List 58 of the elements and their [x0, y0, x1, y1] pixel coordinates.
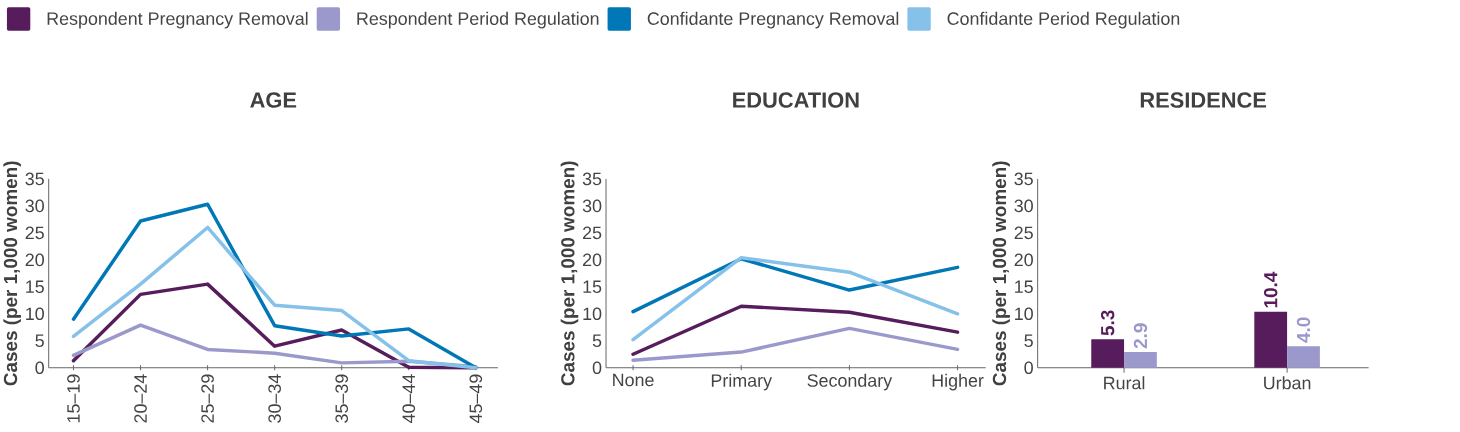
x-tick-label: Primary [711, 373, 773, 391]
y-tick-label: 20 [1014, 253, 1033, 266]
y-tick-label: 30 [25, 199, 44, 213]
x-tick-label: 20–24 [134, 374, 147, 423]
x-tick-label: 30–34 [268, 374, 281, 423]
y-tick-label: 25 [583, 226, 602, 240]
y-tick-label: 10 [1015, 307, 1033, 320]
y-tick-label: 10 [583, 307, 602, 320]
x-tick-label: 40–44 [402, 374, 416, 423]
y-tick-label: 0 [35, 361, 44, 374]
y-tick-label: 10 [26, 307, 44, 320]
x-tick-label: 15–19 [67, 374, 80, 422]
y-tick-label: 5 [35, 334, 44, 347]
bar [1254, 311, 1288, 368]
line-series [631, 255, 960, 342]
legend-label: Confidante Period Regulation [947, 11, 1180, 29]
y-tick-label: 0 [592, 361, 602, 374]
bar [1287, 345, 1320, 368]
x-tick-label: None [613, 373, 654, 387]
y-tick-label: 30 [1014, 199, 1033, 213]
x-tick-label: Higher [932, 373, 984, 391]
chart-title: RESIDENCE [1140, 92, 1267, 108]
chart-title: AGE [250, 92, 297, 108]
x-tick-label: Urban [1264, 376, 1311, 390]
y-axis-title: Cases (per 1,000 women) [3, 161, 21, 386]
line-series [631, 326, 960, 362]
y-tick-label: 15 [1015, 280, 1033, 293]
y-tick-label: 0 [1024, 361, 1033, 374]
y-tick-label: 15 [26, 280, 44, 293]
y-tick-label: 35 [25, 172, 44, 186]
x-tick-label: 25–29 [201, 374, 214, 423]
x-tick-label: 35–39 [335, 374, 349, 423]
x-tick-label: 45–49 [469, 374, 483, 423]
y-axis-title: Cases (per 1,000 women) [992, 161, 1010, 386]
x-tick-label: Rural [1104, 376, 1145, 390]
data-label: 4.0 [1296, 317, 1311, 343]
y-axis-title: Cases (per 1,000 women) [560, 161, 579, 386]
y-tick-label: 20 [583, 253, 602, 266]
legend-label: Confidante Pregnancy Removal [647, 11, 899, 29]
line-series [631, 304, 960, 356]
y-tick-label: 35 [1014, 172, 1033, 186]
bar [1091, 338, 1125, 368]
y-tick-label: 5 [1024, 334, 1033, 347]
legend-label: Respondent Period Regulation [357, 11, 599, 29]
data-label: 10.4 [1264, 271, 1278, 308]
data-label: 5.3 [1100, 310, 1115, 336]
y-tick-label: 25 [1014, 226, 1033, 240]
legend-label: Respondent Pregnancy Removal [47, 11, 308, 29]
y-tick-label: 20 [25, 253, 44, 266]
y-tick-label: 15 [583, 280, 602, 293]
x-tick-label: Secondary [807, 373, 893, 391]
y-tick-label: 5 [592, 334, 602, 347]
y-tick-label: 35 [582, 172, 602, 186]
bar [1124, 351, 1157, 368]
y-tick-label: 25 [25, 226, 44, 240]
chart-title: EDUCATION [733, 92, 859, 108]
y-tick-label: 30 [582, 199, 602, 213]
data-label: 2.9 [1133, 323, 1148, 349]
